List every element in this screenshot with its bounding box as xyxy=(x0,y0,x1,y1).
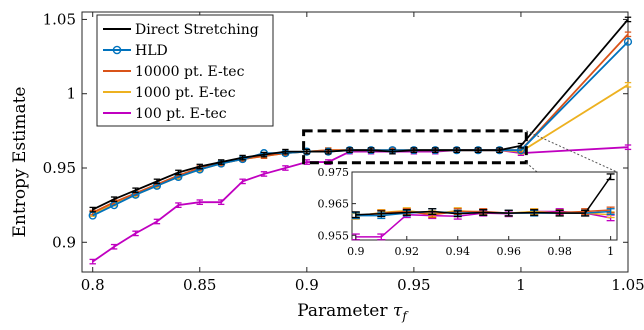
inset-series xyxy=(351,173,615,241)
legend-label: 10000 pt. E-tec xyxy=(135,64,245,80)
main-series xyxy=(88,16,633,265)
legend: Direct Stretching HLD 10000 pt. E-tec 1000 … xyxy=(96,14,274,127)
data-point xyxy=(623,37,633,46)
x-tick-label: 1.05 xyxy=(611,276,644,294)
legend-item-1000-pt-e-tec: 1000 pt. E-tec xyxy=(103,85,236,101)
inset-frame xyxy=(351,171,618,241)
x-tick-label: 0.8 xyxy=(81,276,105,294)
inset-y-tick-label: 0.955 xyxy=(318,229,350,242)
y-tick-label: 0.9 xyxy=(52,233,76,251)
x-tick-label: 0.95 xyxy=(397,276,430,294)
main-ticks: 0.8 0.85 0.9 0.95 1 1.05 0.9 0.95 1 1.05 xyxy=(43,10,644,294)
inset-y-tick-label: 0.975 xyxy=(318,166,350,179)
inset-x-tick-label: 0.98 xyxy=(547,245,572,258)
x-axis-label-text: Parameter xyxy=(297,301,388,321)
legend-label: Direct Stretching xyxy=(135,22,259,38)
inset-x-tick-label: 0.9 xyxy=(347,245,365,258)
legend-label: 1000 pt. E-tec xyxy=(135,85,236,101)
y-tick-label: 1.05 xyxy=(43,10,76,28)
legend-item-100-pt-e-tec: 100 pt. E-tec xyxy=(103,106,227,122)
x-axis-label: Parameter τf xyxy=(297,301,409,323)
y-tick-label: 0.95 xyxy=(43,159,76,177)
series-direct-stretching xyxy=(89,16,632,213)
inset-x-tick-label: 0.94 xyxy=(445,245,470,258)
x-axis-subscript: f xyxy=(401,309,409,323)
series-direct-stretching xyxy=(351,173,615,219)
plot-frame xyxy=(81,11,629,273)
inset-x-tick-label: 0.92 xyxy=(395,245,420,258)
x-tick-label: 0.9 xyxy=(295,276,319,294)
main-axes xyxy=(81,11,629,273)
inset-x-tick-label: 0.96 xyxy=(496,245,521,258)
legend-item-hld: HLD xyxy=(103,43,168,59)
legend-label: HLD xyxy=(135,43,168,59)
legend-item-direct-stretching: Direct Stretching xyxy=(103,22,259,38)
x-tick-label: 1 xyxy=(516,276,526,294)
x-tick-label: 0.85 xyxy=(183,276,216,294)
zoom-box-rect xyxy=(302,129,528,165)
y-tick-label: 1 xyxy=(66,85,76,103)
zoom-box xyxy=(302,129,618,241)
y-axis-label: Entropy Estimate xyxy=(10,87,30,238)
legend-marker xyxy=(112,45,122,55)
zoom-connector xyxy=(526,130,618,173)
inset-y-tick-label: 0.965 xyxy=(318,198,350,211)
inset-plot: 0.9 0.92 0.94 0.96 0.98 1 0.955 0.965 0.975 xyxy=(318,166,618,258)
legend-item-10000-pt-e-tec: 10000 pt. E-tec xyxy=(103,64,245,80)
series-line-direct-stretching xyxy=(92,18,629,211)
legend-label: 100 pt. E-tec xyxy=(135,106,227,122)
x-axis-symbol: τ xyxy=(393,301,403,321)
inset-x-tick-label: 1 xyxy=(607,245,614,258)
